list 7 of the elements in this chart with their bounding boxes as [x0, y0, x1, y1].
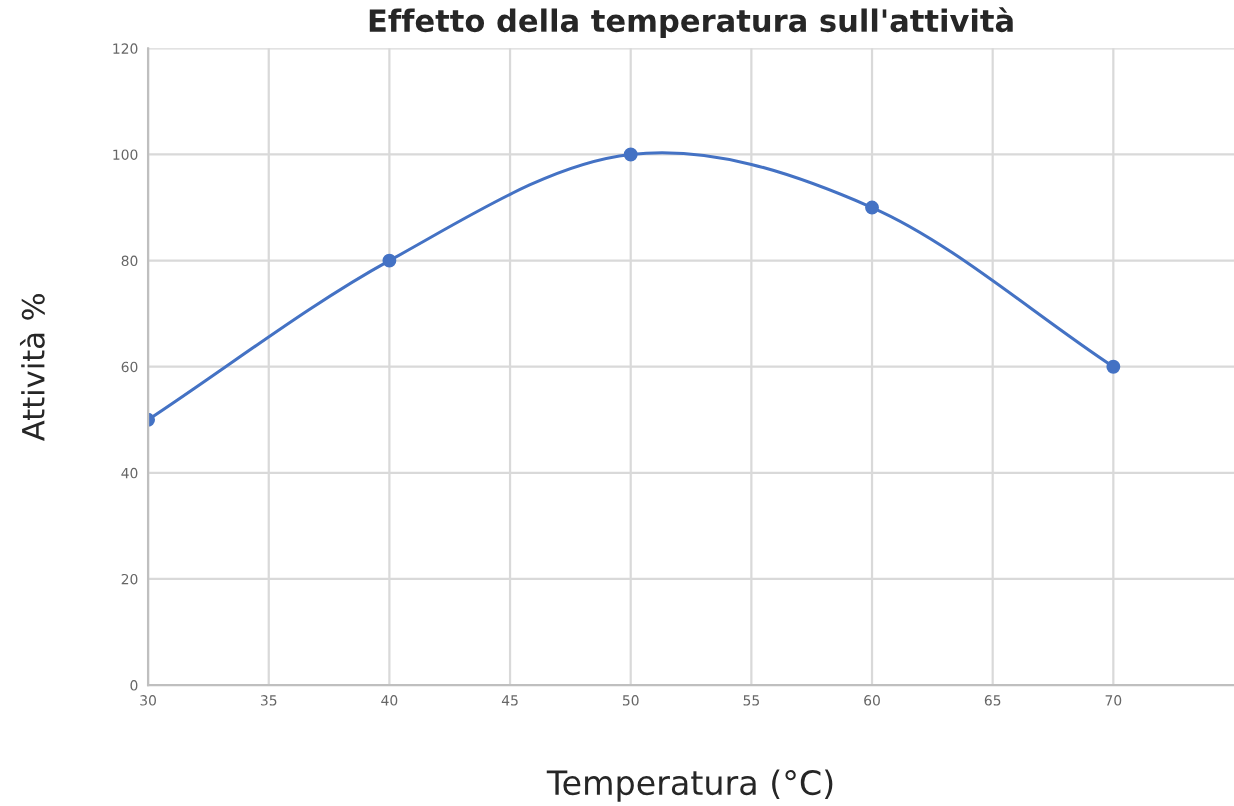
x-axis-title: Temperatura (°C)	[546, 769, 833, 802]
point	[623, 147, 638, 162]
point	[1106, 359, 1121, 374]
point	[382, 253, 397, 268]
point	[865, 200, 879, 215]
y-axis-title: Attività %	[19, 293, 45, 441]
chart-title: Effetto della temperatura sull'attività	[369, 7, 1013, 39]
